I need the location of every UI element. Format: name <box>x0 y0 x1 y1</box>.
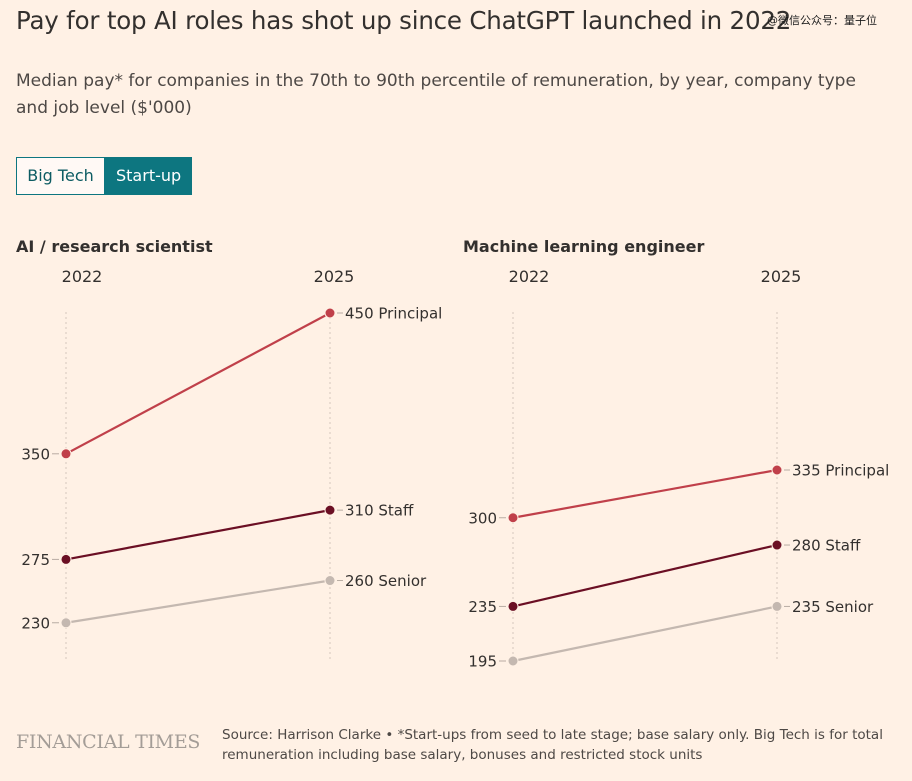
panel-title-machine-learning-engineer: Machine learning engineer <box>463 237 705 256</box>
ai-scientist-right-label-senior: 260 Senior <box>345 572 427 590</box>
ai-scientist-line-staff <box>65 509 331 561</box>
toggle-start-up-button[interactable]: Start-up <box>105 157 192 195</box>
ml-engineer-left-label-staff: 235 <box>468 598 497 616</box>
ai-scientist-line-senior <box>65 579 331 624</box>
financial-times-logo: FINANCIAL TIMES <box>16 731 201 753</box>
ai-scientist-year-label-2025: 2025 <box>314 267 355 286</box>
ml-engineer-right-label-principal: 335 Principal <box>792 462 889 480</box>
ai-scientist-right-label-principal: 450 Principal <box>345 305 442 323</box>
panel-title-ai-research-scientist: AI / research scientist <box>16 237 213 256</box>
ml-engineer-left-label-senior: 195 <box>468 653 497 671</box>
watermark: @微信公众号：量子位 <box>767 14 877 27</box>
ml-engineer-point-senior-2025 <box>771 600 783 612</box>
ml-engineer-line-senior <box>512 605 778 663</box>
ml-engineer-point-principal-2025 <box>771 464 783 476</box>
ai-scientist-right-label-staff: 310 Staff <box>345 502 414 520</box>
chart-subtitle: Median pay* for companies in the 70th to… <box>16 71 856 118</box>
ai-scientist-year-label-2022: 2022 <box>62 267 103 286</box>
ml-engineer-year-label-2025: 2025 <box>761 267 802 286</box>
ai-scientist-point-senior-2022 <box>60 617 72 629</box>
ml-engineer-point-staff-2022 <box>507 600 519 612</box>
ml-engineer-point-staff-2025 <box>771 539 783 551</box>
chart-title: Pay for top AI roles has shot up since C… <box>16 6 792 35</box>
ai-scientist-left-label-staff: 275 <box>21 551 50 569</box>
ai-scientist-point-staff-2025 <box>324 504 336 516</box>
ml-engineer-left-label-principal: 300 <box>468 509 497 527</box>
ml-engineer-point-principal-2022 <box>507 512 519 524</box>
ml-engineer-year-label-2022: 2022 <box>509 267 550 286</box>
toggle-big-tech-button[interactable]: Big Tech <box>16 157 105 195</box>
ai-scientist-point-senior-2025 <box>324 575 336 587</box>
ml-engineer-line-staff <box>512 543 778 608</box>
ai-scientist-left-label-senior: 230 <box>21 614 50 632</box>
ai-scientist-point-staff-2022 <box>60 553 72 565</box>
ml-engineer-right-label-senior: 235 Senior <box>792 598 874 616</box>
ml-engineer-line-principal <box>512 468 778 519</box>
ml-engineer-right-label-staff: 280 Staff <box>792 537 861 555</box>
source-note: Source: Harrison Clarke • *Start-ups fro… <box>222 727 883 763</box>
ml-engineer-point-senior-2022 <box>507 655 519 667</box>
ai-scientist-left-label-principal: 350 <box>21 445 50 463</box>
ai-scientist-point-principal-2022 <box>60 448 72 460</box>
ai-scientist-line-principal <box>65 312 331 455</box>
company-type-toggle: Big Tech Start-up <box>16 157 192 195</box>
ai-scientist-point-principal-2025 <box>324 307 336 319</box>
